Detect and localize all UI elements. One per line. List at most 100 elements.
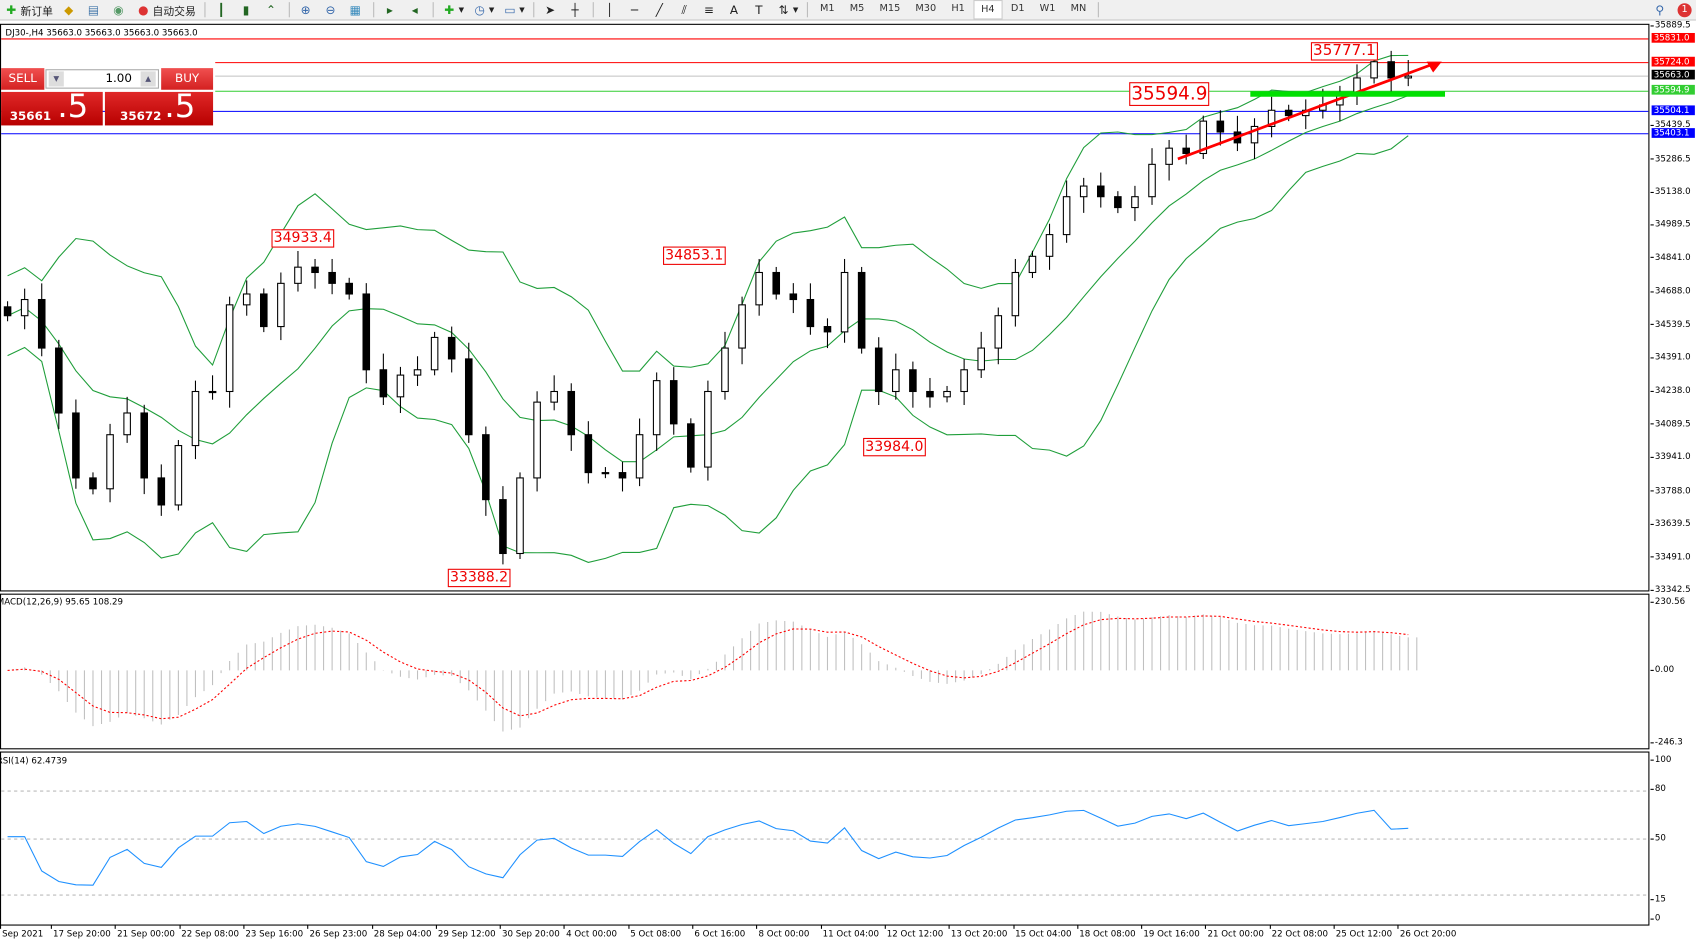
- chart-shift-button[interactable]: ◂: [405, 1, 428, 18]
- candle-chart-icon: ▮: [242, 2, 250, 17]
- candle-chart-button[interactable]: ▮: [236, 1, 259, 18]
- candle-body: [482, 434, 490, 501]
- new-order-label: 新订单: [20, 5, 53, 18]
- candle-body: [20, 298, 29, 317]
- candle-body: [977, 347, 985, 371]
- indicators-button[interactable]: ✚ ▾: [439, 1, 467, 18]
- auto-scroll-button[interactable]: ▸: [380, 1, 403, 18]
- price-tick: 35138.0: [1650, 186, 1691, 197]
- annotation-low-2[interactable]: 33984.0: [863, 437, 926, 457]
- text-button[interactable]: A: [724, 1, 747, 18]
- cursor-button[interactable]: ➤: [540, 1, 563, 18]
- notifications-button[interactable]: 1: [1674, 1, 1695, 18]
- price-axis[interactable]: 35889.5 35439.5 35286.5 35138.0 34989.5 34841…: [1650, 20, 1696, 594]
- timeframe-d1[interactable]: D1: [1010, 3, 1025, 15]
- rsi-axis-15: 15: [1650, 893, 1666, 904]
- add-indicator-icon: ✚: [444, 2, 455, 17]
- candle-body: [840, 271, 849, 333]
- signal-button[interactable]: ◉: [108, 1, 131, 18]
- bar-chart-icon: ┃: [217, 2, 225, 17]
- timeframe-m1[interactable]: M1: [819, 3, 835, 15]
- price-line-tag: 35504.1: [1651, 105, 1695, 116]
- vertical-line-button[interactable]: │: [599, 1, 622, 18]
- timeframe-m5[interactable]: M5: [849, 3, 865, 15]
- label-button[interactable]: T: [749, 1, 772, 18]
- vertical-line-icon: │: [606, 2, 614, 17]
- templates-button[interactable]: ▭ ▾: [504, 2, 525, 17]
- candle-body: [430, 336, 439, 371]
- timeframe-bar: M1 M5 M15 M30 H1 H4 D1 W1 MN: [812, 0, 1093, 20]
- sell-price[interactable]: 35661 .5: [1, 88, 103, 126]
- candle-body: [755, 271, 763, 306]
- horizontal-line-button[interactable]: ─: [624, 1, 647, 18]
- time-tick: 5 Oct 08:00: [628, 924, 682, 939]
- candle-body: [1370, 61, 1378, 79]
- fibonacci-button[interactable]: ≡: [699, 1, 722, 18]
- lot-increase-button[interactable]: ▲: [140, 71, 156, 87]
- macd-signal-line: [7, 615, 1409, 720]
- annotation-support[interactable]: 35594.9: [1129, 82, 1210, 106]
- price-chart-pane[interactable]: DJ30-,H4 35663.0 35663.0 35663.0 35663.0…: [0, 23, 1650, 592]
- bar-chart-button[interactable]: ┃: [211, 1, 234, 18]
- candle-body: [1028, 255, 1037, 274]
- lot-value[interactable]: 1.00: [105, 71, 132, 86]
- price-line-tag: 35831.0: [1651, 32, 1695, 43]
- line-chart-icon: ⌃: [265, 2, 276, 17]
- annotation-high-2[interactable]: 34853.1: [663, 246, 726, 265]
- new-order-button[interactable]: ✚ 新订单: [1, 1, 56, 18]
- price-tick: 33491.0: [1650, 551, 1691, 562]
- zoom-in-button[interactable]: ⊕: [295, 1, 318, 18]
- time-axis[interactable]: Sep 2021 17 Sep 20:00 21 Sep 00:00 22 Sep 0…: [0, 924, 1649, 945]
- candle-body: [687, 423, 695, 468]
- periods-button[interactable]: ◷ ▾: [474, 2, 495, 17]
- timeframe-h4[interactable]: H4: [973, 0, 1003, 20]
- cursor-icon: ➤: [545, 2, 556, 17]
- zoom-out-button[interactable]: ⊖: [320, 1, 343, 18]
- time-tick: 22 Sep 08:00: [179, 924, 240, 939]
- candle-body: [584, 434, 593, 474]
- annotation-recent-high[interactable]: 35777.1: [1310, 42, 1378, 61]
- auto-trading-button[interactable]: ● 自动交易: [133, 1, 199, 18]
- trendline-button[interactable]: ╱: [649, 1, 672, 18]
- macd-pane[interactable]: MACD(12,26,9) 95.65 108.29: [0, 593, 1650, 750]
- candle-body: [567, 390, 576, 436]
- candle-body: [618, 472, 627, 479]
- crosshair-button[interactable]: ┼: [565, 1, 588, 18]
- timeframe-m15[interactable]: M15: [879, 3, 901, 15]
- rsi-pane[interactable]: RSI(14) 62.4739: [0, 751, 1650, 926]
- time-tick: 29 Sep 12:00: [435, 924, 496, 939]
- tile-windows-button[interactable]: ▦: [345, 1, 368, 18]
- crosshair-icon: ┼: [571, 2, 579, 17]
- channel-button[interactable]: ⫽: [674, 1, 697, 18]
- expert-button[interactable]: ◆: [58, 1, 81, 18]
- candle-body: [362, 293, 371, 371]
- annotation-low-1[interactable]: 33388.2: [447, 568, 511, 588]
- candle-body: [1096, 185, 1105, 198]
- timeframe-mn[interactable]: MN: [1070, 3, 1087, 15]
- candle-body: [994, 315, 1003, 349]
- price-chart[interactable]: [1, 25, 1649, 591]
- lot-decrease-button[interactable]: ▼: [48, 71, 64, 87]
- sell-price-main: 35661: [9, 109, 52, 124]
- buy-price[interactable]: 35672 .5: [104, 88, 214, 126]
- line-chart-button[interactable]: ⌃: [261, 1, 284, 18]
- price-line-tag: 35594.9: [1651, 85, 1695, 96]
- sell-button[interactable]: SELL: [1, 68, 45, 90]
- price-tick: 33639.5: [1650, 518, 1691, 529]
- annotation-high-1[interactable]: 34933.4: [271, 229, 334, 248]
- sell-price-pip: .5: [57, 87, 89, 126]
- lot-size-field[interactable]: ▼ 1.00 ▲: [45, 69, 159, 89]
- search-button[interactable]: ⚲: [1649, 1, 1672, 18]
- candle-body: [225, 304, 234, 393]
- candle-body: [652, 380, 661, 436]
- timeframe-w1[interactable]: W1: [1039, 3, 1056, 15]
- timeframe-m30[interactable]: M30: [915, 3, 937, 15]
- time-tick: 23 Sep 16:00: [243, 924, 304, 939]
- arrows-button[interactable]: ⇅ ▾: [773, 1, 801, 18]
- timeframe-h1[interactable]: H1: [951, 3, 965, 15]
- buy-button[interactable]: BUY: [161, 68, 214, 90]
- candle-body: [1045, 234, 1054, 257]
- server-button[interactable]: ▤: [83, 1, 106, 18]
- price-tick: 35286.5: [1650, 153, 1691, 164]
- candle-body: [345, 282, 353, 295]
